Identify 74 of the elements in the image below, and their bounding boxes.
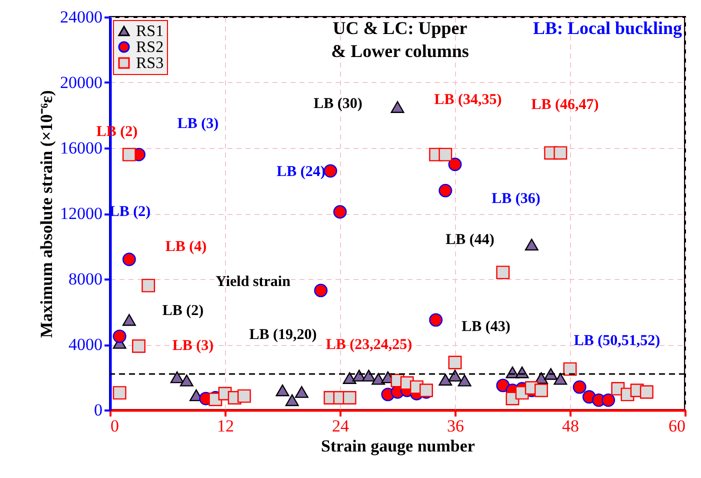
point [448, 158, 462, 172]
annotation: Yield strain [216, 274, 292, 290]
point [572, 380, 586, 394]
annotation: LB (2) [162, 303, 204, 319]
y-tick-label: 8000 [68, 270, 102, 288]
x-tick-label: 36 [447, 416, 464, 436]
point [180, 374, 194, 386]
point [448, 370, 462, 382]
point [438, 148, 452, 162]
x-tick-label: 48 [562, 416, 579, 436]
point [602, 393, 616, 407]
point [458, 374, 472, 386]
point [132, 339, 146, 353]
point [285, 394, 299, 406]
point [324, 164, 338, 178]
point [112, 330, 126, 344]
legend-label: RS3 [136, 55, 164, 72]
point [429, 313, 443, 327]
point [372, 372, 386, 385]
legend-label: RS2 [136, 39, 164, 56]
point [122, 314, 136, 326]
point [496, 266, 510, 280]
y-tick-label: 0 [94, 400, 102, 420]
point [333, 205, 347, 219]
point [438, 374, 452, 386]
y-axis-title: Maximum absolute strain (×10⁻⁶ε) [37, 90, 56, 338]
legend-label: RS1 [136, 23, 164, 40]
point [112, 386, 126, 400]
point [122, 148, 136, 162]
x-tick-label: 24 [332, 416, 350, 436]
point [554, 146, 568, 160]
point [276, 384, 290, 396]
y-tick-label: 12000 [60, 204, 102, 223]
y-tick-label: 4000 [68, 335, 102, 354]
point [496, 378, 510, 392]
point [142, 278, 156, 292]
annotation: LB (50,51,52) [574, 333, 660, 349]
annotation: LB: Local buckling [532, 18, 682, 38]
y-tick-label: 24000 [60, 8, 102, 26]
annotation: LB (19,20) [249, 327, 317, 343]
annotation: LB (34,35) [434, 92, 502, 108]
annotation: UC & LC: Upper & Lower columns [331, 18, 469, 61]
y-tick-label: 20000 [60, 73, 102, 92]
point [438, 184, 452, 198]
point [448, 356, 462, 370]
x-axis-title: Strain gauge number [321, 436, 476, 456]
point [342, 390, 356, 404]
annotation: LB (3) [172, 338, 214, 354]
x-tick-label: 0 [110, 416, 119, 436]
x-tick-label: 60 [668, 416, 686, 436]
point [170, 371, 184, 384]
annotation: LB (4) [165, 239, 207, 255]
annotation: LB (44) [446, 232, 494, 248]
x-tick-label: 12 [217, 416, 234, 436]
point [563, 362, 577, 376]
annotation: LB (23,24,25) [326, 337, 412, 353]
point [524, 238, 538, 251]
annotation: LB (30) [314, 96, 362, 112]
point [640, 385, 654, 399]
point [534, 384, 548, 398]
y-tick-label: 16000 [60, 138, 102, 158]
point [554, 372, 568, 385]
point [342, 372, 356, 384]
point [390, 101, 404, 113]
point [362, 370, 376, 382]
annotation: LB (46,47) [531, 97, 599, 113]
point [294, 386, 308, 398]
annotation: LB (43) [462, 319, 510, 335]
point [237, 389, 251, 403]
annotation: LB (24) [276, 164, 326, 180]
point [314, 284, 328, 298]
annotation: LB (3) [177, 116, 219, 132]
annotation: LB (36) [492, 191, 540, 207]
point [122, 252, 136, 266]
